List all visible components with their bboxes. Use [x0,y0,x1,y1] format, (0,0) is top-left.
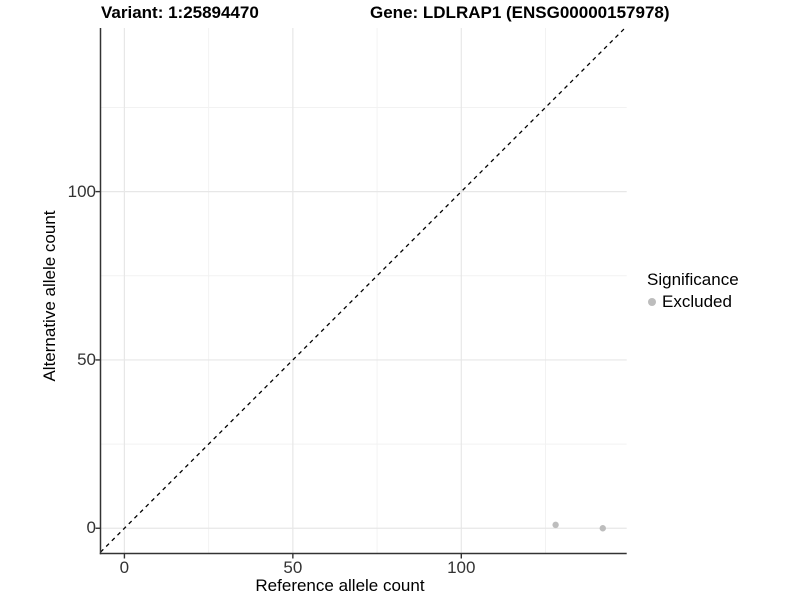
y-tick-label: 0 [86,518,96,538]
legend-entries: Excluded [647,292,739,312]
legend: Significance Excluded [647,269,739,312]
x-tick-label: 100 [447,558,476,577]
legend-entry-excluded: Excluded [647,292,739,312]
plot-title-variant: Variant: 1:25894470 [101,3,259,22]
x-tick-label: 50 [283,558,303,577]
legend-title: Significance [647,270,739,289]
y-axis-title: Alternative allele count [40,210,59,382]
y-tick-label: 100 [67,181,96,201]
y-tick-label: 50 [77,349,96,369]
identity-line [100,27,626,553]
plot-title-gene: Gene: LDLRAP1 (ENSG00000157978) [370,3,670,22]
legend-entry-label: Excluded [662,292,732,311]
legend-key-dot-icon [648,298,656,306]
x-axis-title: Reference allele count [255,576,425,595]
data-point [552,521,559,529]
x-tick-label: 0 [119,558,130,577]
data-point [599,525,606,532]
